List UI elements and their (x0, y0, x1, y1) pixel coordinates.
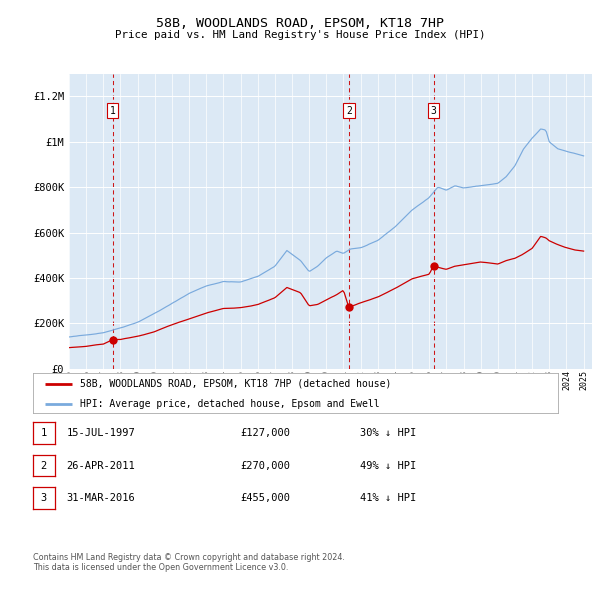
Text: 3: 3 (41, 493, 47, 503)
Text: 15-JUL-1997: 15-JUL-1997 (67, 428, 136, 438)
Text: £270,000: £270,000 (240, 461, 290, 470)
Text: 1: 1 (41, 428, 47, 438)
Text: 2: 2 (346, 106, 352, 116)
Text: This data is licensed under the Open Government Licence v3.0.: This data is licensed under the Open Gov… (33, 563, 289, 572)
Text: 49% ↓ HPI: 49% ↓ HPI (360, 461, 416, 470)
Text: 58B, WOODLANDS ROAD, EPSOM, KT18 7HP (detached house): 58B, WOODLANDS ROAD, EPSOM, KT18 7HP (de… (80, 379, 392, 389)
Text: 30% ↓ HPI: 30% ↓ HPI (360, 428, 416, 438)
Text: 2: 2 (41, 461, 47, 470)
Text: 41% ↓ HPI: 41% ↓ HPI (360, 493, 416, 503)
Text: 3: 3 (431, 106, 436, 116)
Text: 31-MAR-2016: 31-MAR-2016 (67, 493, 136, 503)
Text: £455,000: £455,000 (240, 493, 290, 503)
Text: 1: 1 (110, 106, 116, 116)
Text: HPI: Average price, detached house, Epsom and Ewell: HPI: Average price, detached house, Epso… (80, 399, 380, 409)
Text: 58B, WOODLANDS ROAD, EPSOM, KT18 7HP: 58B, WOODLANDS ROAD, EPSOM, KT18 7HP (156, 17, 444, 30)
Text: Contains HM Land Registry data © Crown copyright and database right 2024.: Contains HM Land Registry data © Crown c… (33, 553, 345, 562)
Text: £127,000: £127,000 (240, 428, 290, 438)
Text: 26-APR-2011: 26-APR-2011 (67, 461, 136, 470)
Text: Price paid vs. HM Land Registry's House Price Index (HPI): Price paid vs. HM Land Registry's House … (115, 30, 485, 40)
